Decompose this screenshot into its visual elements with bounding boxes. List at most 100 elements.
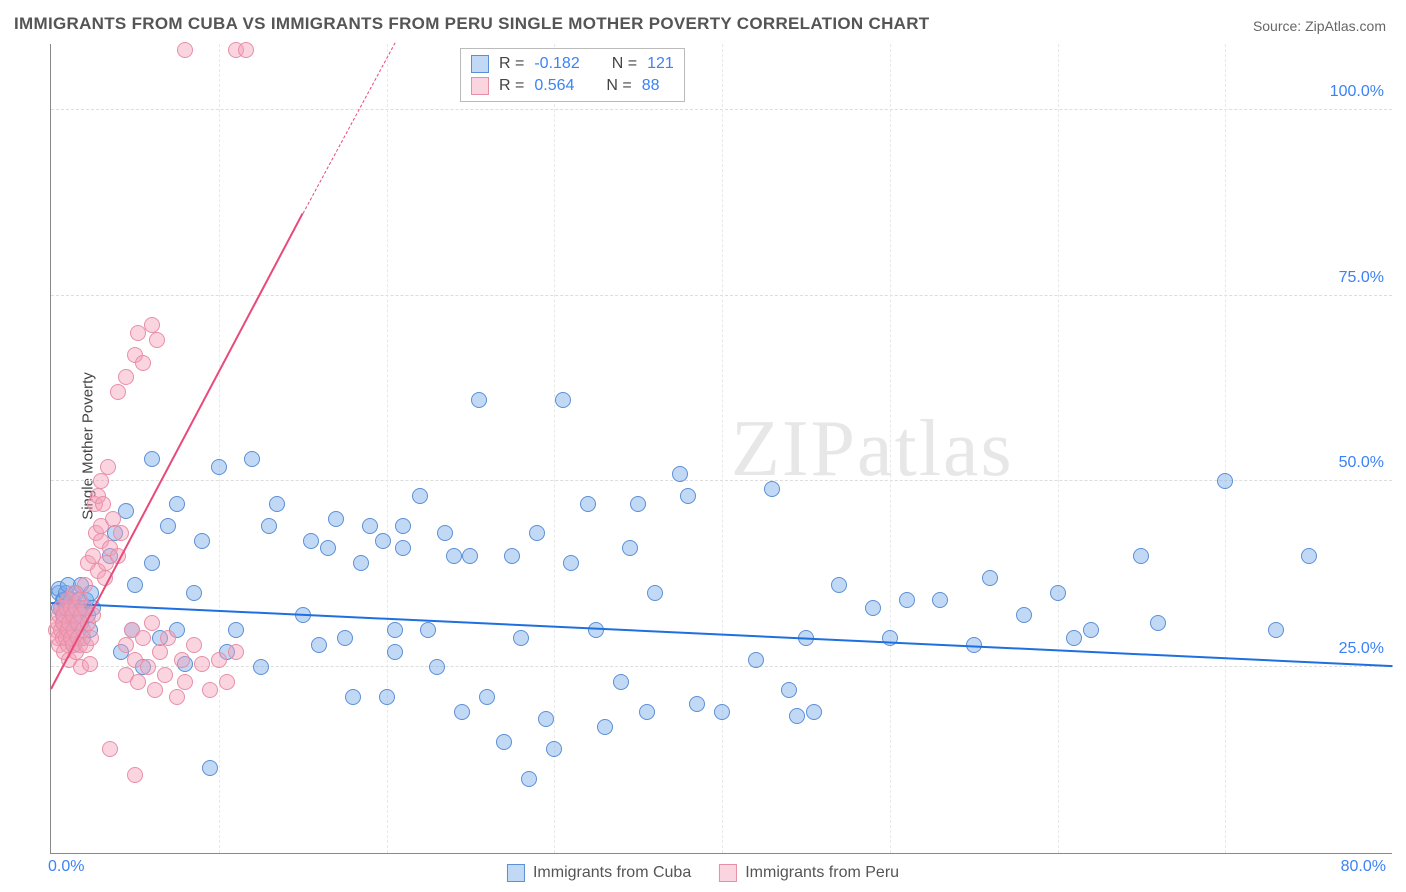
data-point-cuba xyxy=(186,585,202,601)
data-point-peru xyxy=(100,459,116,475)
data-point-cuba xyxy=(982,570,998,586)
data-point-cuba xyxy=(613,674,629,690)
data-point-cuba xyxy=(899,592,915,608)
data-point-peru xyxy=(238,42,254,58)
data-point-cuba xyxy=(529,525,545,541)
data-point-cuba xyxy=(420,622,436,638)
data-point-cuba xyxy=(337,630,353,646)
data-point-cuba xyxy=(932,592,948,608)
trend-line xyxy=(302,42,395,213)
gridline-v xyxy=(722,44,723,853)
gridline-v xyxy=(219,44,220,853)
data-point-cuba xyxy=(789,708,805,724)
data-point-cuba xyxy=(555,392,571,408)
stat-n-peru: 88 xyxy=(642,77,660,95)
data-point-cuba xyxy=(563,555,579,571)
data-point-cuba xyxy=(672,466,688,482)
stat-label-r: R = xyxy=(499,55,524,73)
legend-item-peru: Immigrants from Peru xyxy=(719,864,899,882)
data-point-peru xyxy=(174,652,190,668)
data-point-cuba xyxy=(169,496,185,512)
x-axis-min-label: 0.0% xyxy=(48,858,84,876)
data-point-peru xyxy=(194,656,210,672)
data-point-peru xyxy=(110,384,126,400)
data-point-cuba xyxy=(831,577,847,593)
data-point-cuba xyxy=(328,511,344,527)
data-point-cuba xyxy=(412,488,428,504)
data-point-cuba xyxy=(211,459,227,475)
swatch-peru xyxy=(719,864,737,882)
data-point-cuba xyxy=(320,540,336,556)
data-point-cuba xyxy=(244,451,260,467)
y-tick-label: 25.0% xyxy=(1339,640,1384,658)
swatch-cuba xyxy=(507,864,525,882)
data-point-cuba xyxy=(714,704,730,720)
data-point-peru xyxy=(177,674,193,690)
data-point-peru xyxy=(219,674,235,690)
swatch-peru-stats xyxy=(471,77,489,95)
data-point-cuba xyxy=(479,689,495,705)
data-point-cuba xyxy=(253,659,269,675)
data-point-peru xyxy=(186,637,202,653)
swatch-cuba-stats xyxy=(471,55,489,73)
data-point-cuba xyxy=(387,622,403,638)
data-point-cuba xyxy=(261,518,277,534)
data-point-cuba xyxy=(395,540,411,556)
data-point-cuba xyxy=(144,555,160,571)
data-point-cuba xyxy=(362,518,378,534)
data-point-peru xyxy=(118,637,134,653)
y-tick-label: 100.0% xyxy=(1330,83,1384,101)
data-point-cuba xyxy=(680,488,696,504)
data-point-peru xyxy=(140,659,156,675)
data-point-cuba xyxy=(639,704,655,720)
data-point-cuba xyxy=(303,533,319,549)
stats-row-cuba: R = -0.182 N = 121 xyxy=(471,53,674,75)
data-point-peru xyxy=(157,667,173,683)
data-point-cuba xyxy=(202,760,218,776)
data-point-cuba xyxy=(764,481,780,497)
data-point-peru xyxy=(83,630,99,646)
legend-label-cuba: Immigrants from Cuba xyxy=(533,864,691,882)
data-point-cuba xyxy=(462,548,478,564)
gridline-v xyxy=(1058,44,1059,853)
data-point-peru xyxy=(135,630,151,646)
data-point-cuba xyxy=(538,711,554,727)
data-point-cuba xyxy=(588,622,604,638)
data-point-cuba xyxy=(395,518,411,534)
data-point-cuba xyxy=(865,600,881,616)
data-point-peru xyxy=(105,511,121,527)
data-point-peru xyxy=(144,317,160,333)
legend-item-cuba: Immigrants from Cuba xyxy=(507,864,691,882)
legend-bottom: Immigrants from Cuba Immigrants from Per… xyxy=(507,864,899,882)
stat-r-cuba: -0.182 xyxy=(534,55,579,73)
data-point-cuba xyxy=(345,689,361,705)
data-point-peru xyxy=(202,682,218,698)
data-point-cuba xyxy=(546,741,562,757)
data-point-cuba xyxy=(269,496,285,512)
data-point-cuba xyxy=(689,696,705,712)
data-point-cuba xyxy=(446,548,462,564)
data-point-cuba xyxy=(496,734,512,750)
data-point-cuba xyxy=(194,533,210,549)
data-point-peru xyxy=(82,656,98,672)
source-attribution: Source: ZipAtlas.com xyxy=(1253,18,1386,34)
stat-label-r: R = xyxy=(499,77,524,95)
data-point-peru xyxy=(169,689,185,705)
data-point-cuba xyxy=(781,682,797,698)
data-point-peru xyxy=(95,496,111,512)
stat-n-cuba: 121 xyxy=(647,55,674,73)
data-point-peru xyxy=(149,332,165,348)
data-point-cuba xyxy=(454,704,470,720)
stat-label-n: N = xyxy=(612,55,637,73)
data-point-cuba xyxy=(1016,607,1032,623)
data-point-cuba xyxy=(580,496,596,512)
stats-row-peru: R = 0.564 N = 88 xyxy=(471,75,674,97)
data-point-cuba xyxy=(806,704,822,720)
data-point-peru xyxy=(160,630,176,646)
data-point-cuba xyxy=(1083,622,1099,638)
data-point-cuba xyxy=(1268,622,1284,638)
data-point-cuba xyxy=(429,659,445,675)
data-point-cuba xyxy=(471,392,487,408)
data-point-cuba xyxy=(1133,548,1149,564)
data-point-peru xyxy=(135,355,151,371)
